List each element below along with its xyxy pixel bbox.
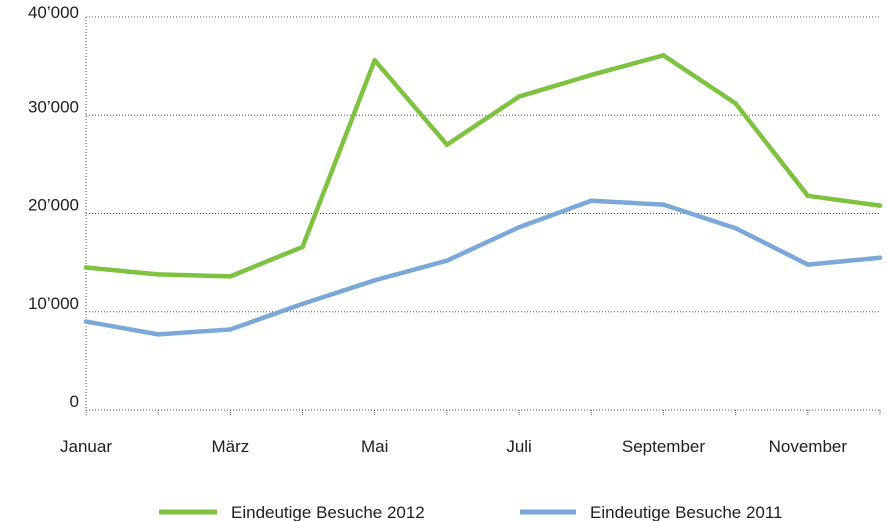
series-layer — [83, 53, 883, 337]
data-point — [733, 225, 738, 231]
x-tick-label: Januar — [60, 437, 112, 456]
data-point — [155, 272, 161, 277]
x-tick-label: November — [769, 437, 848, 456]
legend: Eindeutige Besuche 2012 Eindeutige Besuch… — [159, 503, 783, 521]
y-tick-label: 20’000 — [28, 196, 79, 215]
data-point — [300, 244, 305, 250]
x-tick-label: September — [622, 437, 705, 456]
y-tick-label: 40’000 — [28, 3, 79, 22]
data-point — [372, 57, 378, 63]
data-point — [83, 319, 89, 324]
data-point — [516, 94, 522, 99]
data-point — [805, 193, 811, 199]
data-point — [444, 258, 450, 263]
data-point — [805, 262, 811, 267]
data-point — [83, 265, 89, 270]
data-point — [444, 142, 450, 148]
x-tick-label: Mai — [361, 437, 388, 456]
data-point — [372, 278, 378, 283]
series-line-1 — [85, 53, 881, 279]
data-point — [733, 101, 738, 106]
x-tick-label: Juli — [506, 437, 532, 456]
y-tick-label: 0 — [70, 392, 79, 411]
data-point — [877, 203, 883, 208]
axis-layer: 0 10’000 20’000 30’000 40’000 Januar März Mai Ju… — [28, 3, 881, 456]
data-point — [877, 255, 883, 261]
legend-label: Eindeutige Besuche 2011 — [590, 503, 783, 521]
data-point — [300, 301, 305, 307]
x-tick-label: März — [211, 437, 249, 456]
y-tick-label: 30’000 — [28, 97, 79, 116]
legend-item-2: Eindeutige Besuche 2011 — [520, 503, 783, 521]
y-tick-label: 10’000 — [28, 294, 79, 313]
data-point — [228, 274, 233, 279]
data-point — [661, 202, 666, 207]
data-point — [588, 198, 594, 204]
legend-label: Eindeutige Besuche 2012 — [231, 503, 425, 521]
data-point — [155, 332, 161, 337]
series-line-2 — [85, 198, 881, 337]
data-point — [516, 224, 522, 230]
data-point — [661, 53, 666, 58]
data-point — [588, 72, 594, 78]
data-point — [228, 327, 233, 332]
legend-item-1: Eindeutige Besuche 2012 — [159, 503, 425, 521]
grid-layer — [86, 16, 880, 411]
